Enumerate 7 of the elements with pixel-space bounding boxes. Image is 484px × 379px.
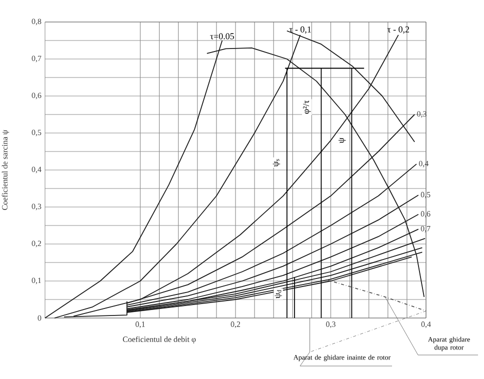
series-label: τ - 0,2 (387, 26, 410, 34)
series-label: τ=0.05 (210, 33, 234, 40)
annotation: ψ (338, 138, 346, 144)
annotation: φ²/τ (303, 100, 311, 114)
annotation: ψ$_{d}$ (274, 290, 282, 298)
series-label: τ - 0,1 (289, 26, 311, 34)
annotation: ψ$_{s}$ (272, 159, 280, 167)
